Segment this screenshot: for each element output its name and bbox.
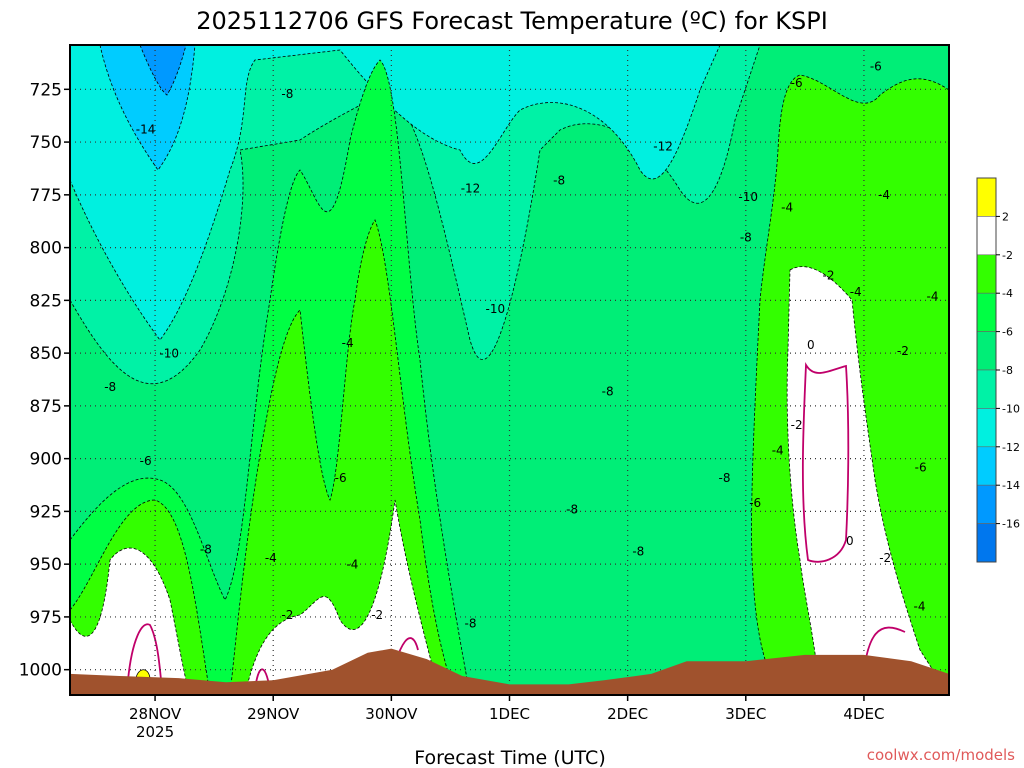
- contour-label: -4: [914, 600, 926, 614]
- colorbar-swatch: [976, 408, 997, 448]
- contour-label: -4: [850, 285, 862, 299]
- y-tick-label: 800: [30, 239, 62, 259]
- colorbar-swatch: [976, 216, 997, 256]
- zero-line-right: [801, 361, 850, 563]
- contour-label: -4: [927, 289, 939, 303]
- y-tick-label: 925: [30, 502, 62, 522]
- contour-label: -8: [740, 230, 752, 244]
- contour-label: -6: [791, 76, 803, 90]
- x-tick-label: 3DEC: [725, 705, 766, 723]
- colorbar-swatch: [976, 369, 997, 409]
- contour-label: -8: [632, 545, 644, 559]
- grid-lines: [70, 45, 949, 695]
- x-tick-label: 4DEC: [843, 705, 884, 723]
- contour-label: -10: [485, 302, 505, 316]
- y-tick-label: 725: [30, 80, 62, 100]
- x-tick-label: 29NOV: [247, 705, 300, 723]
- x-tick-label: 30NOV: [365, 705, 418, 723]
- y-axis: 725 750 775 800 825 850 875 900 925 950 975 1000: [19, 80, 70, 681]
- colorbar-swatch: [976, 523, 997, 563]
- x-axis-label: Forecast Time (UTC): [414, 747, 605, 768]
- contour-label: 0: [807, 338, 815, 352]
- colorbar-label: -2: [1002, 249, 1013, 262]
- contour-label: -12: [461, 182, 481, 196]
- x-tick-label: 28NOV: [129, 705, 182, 723]
- band-minus16: [139, 45, 187, 96]
- y-tick-label: 975: [30, 608, 62, 628]
- colorbar-swatch: [976, 446, 997, 486]
- chart-title: 2025112706 GFS Forecast Temperature (ºC)…: [196, 7, 828, 35]
- contour-label: -8: [553, 173, 565, 187]
- contour-label: 0: [846, 534, 854, 548]
- colorbar-swatch: [976, 254, 997, 294]
- x-tick-label: 2DEC: [607, 705, 648, 723]
- colorbar-swatch: [976, 177, 997, 217]
- contour-label: -2: [791, 418, 803, 432]
- band-minus6-left: [70, 219, 456, 695]
- band-minus2-left: [70, 499, 441, 695]
- contour-label: -4: [878, 188, 890, 202]
- colorbar-label: 2: [1002, 210, 1009, 223]
- y-tick-label: 750: [30, 133, 62, 153]
- band-minus2-right: [786, 266, 949, 695]
- contour-label: -4: [265, 551, 277, 565]
- contour-label: -8: [200, 543, 212, 557]
- contour-label: -8: [719, 471, 731, 485]
- colorbar-label: -16: [1002, 518, 1020, 531]
- contour-label: -10: [738, 190, 758, 204]
- colorbar-label: -12: [1002, 441, 1020, 454]
- contour-label: -2: [281, 608, 293, 622]
- x-tick-sublabel: 2025: [136, 723, 174, 741]
- contour-label: -6: [749, 496, 761, 510]
- band-minus12: [70, 45, 721, 341]
- contour-label: -8: [281, 87, 293, 101]
- y-tick-label: 775: [30, 186, 62, 206]
- colorbar-label: -8: [1002, 364, 1013, 377]
- contour-labels: -14 -8 -12 -8 -12 -10 -6 -6 -4 -4 -8 -2 -4 -4 -10 -4 0 -2…: [104, 59, 938, 630]
- colorbar-swatch: [976, 331, 997, 371]
- plot-area: -14 -8 -12 -8 -12 -10 -6 -6 -4 -4 -8 -2 -4 -4 -10 -4 0 -2…: [70, 45, 949, 695]
- contour-label: -2: [371, 608, 383, 622]
- contour-label: -8: [104, 380, 116, 394]
- temperature-fill-layers: [70, 45, 949, 695]
- contour-label: -4: [346, 557, 358, 571]
- contour-label: -6: [915, 460, 927, 474]
- credit-link[interactable]: coolwx.com/models: [867, 746, 1015, 764]
- contour-label: -4: [342, 336, 354, 350]
- contour-label: -14: [136, 123, 156, 137]
- contour-label: -8: [566, 503, 578, 517]
- contour-label: -10: [159, 346, 179, 360]
- y-tick-label: 850: [30, 344, 62, 364]
- y-tick-label: 825: [30, 291, 62, 311]
- contour-label: -8: [465, 617, 477, 631]
- contour-label: -6: [870, 59, 882, 73]
- contour-label: -6: [140, 454, 152, 468]
- y-tick-label: 900: [30, 450, 62, 470]
- contour-label: -8: [602, 384, 614, 398]
- y-tick-label: 1000: [19, 661, 62, 681]
- contour-label: -2: [897, 344, 909, 358]
- contour-label: -4: [772, 443, 784, 457]
- colorbar-label: -10: [1002, 402, 1020, 415]
- contour-label: -12: [653, 140, 673, 154]
- contour-label: -6: [335, 471, 347, 485]
- x-tick-label: 1DEC: [489, 705, 530, 723]
- colorbar-label: -14: [1002, 479, 1020, 492]
- colorbar-label: -6: [1002, 326, 1013, 339]
- contour-label: -2: [879, 551, 891, 565]
- colorbar-label: -4: [1002, 287, 1013, 300]
- colorbar-swatch: [976, 292, 997, 332]
- colorbar-swatch: [976, 484, 997, 524]
- contour-label: -4: [781, 201, 793, 215]
- y-tick-label: 875: [30, 397, 62, 417]
- colorbar: 2 -2 -4 -6 -8 -10 -12 -14 -16: [976, 177, 1020, 563]
- contour-label: -2: [823, 268, 835, 282]
- y-tick-label: 950: [30, 555, 62, 575]
- terrain: [70, 648, 949, 695]
